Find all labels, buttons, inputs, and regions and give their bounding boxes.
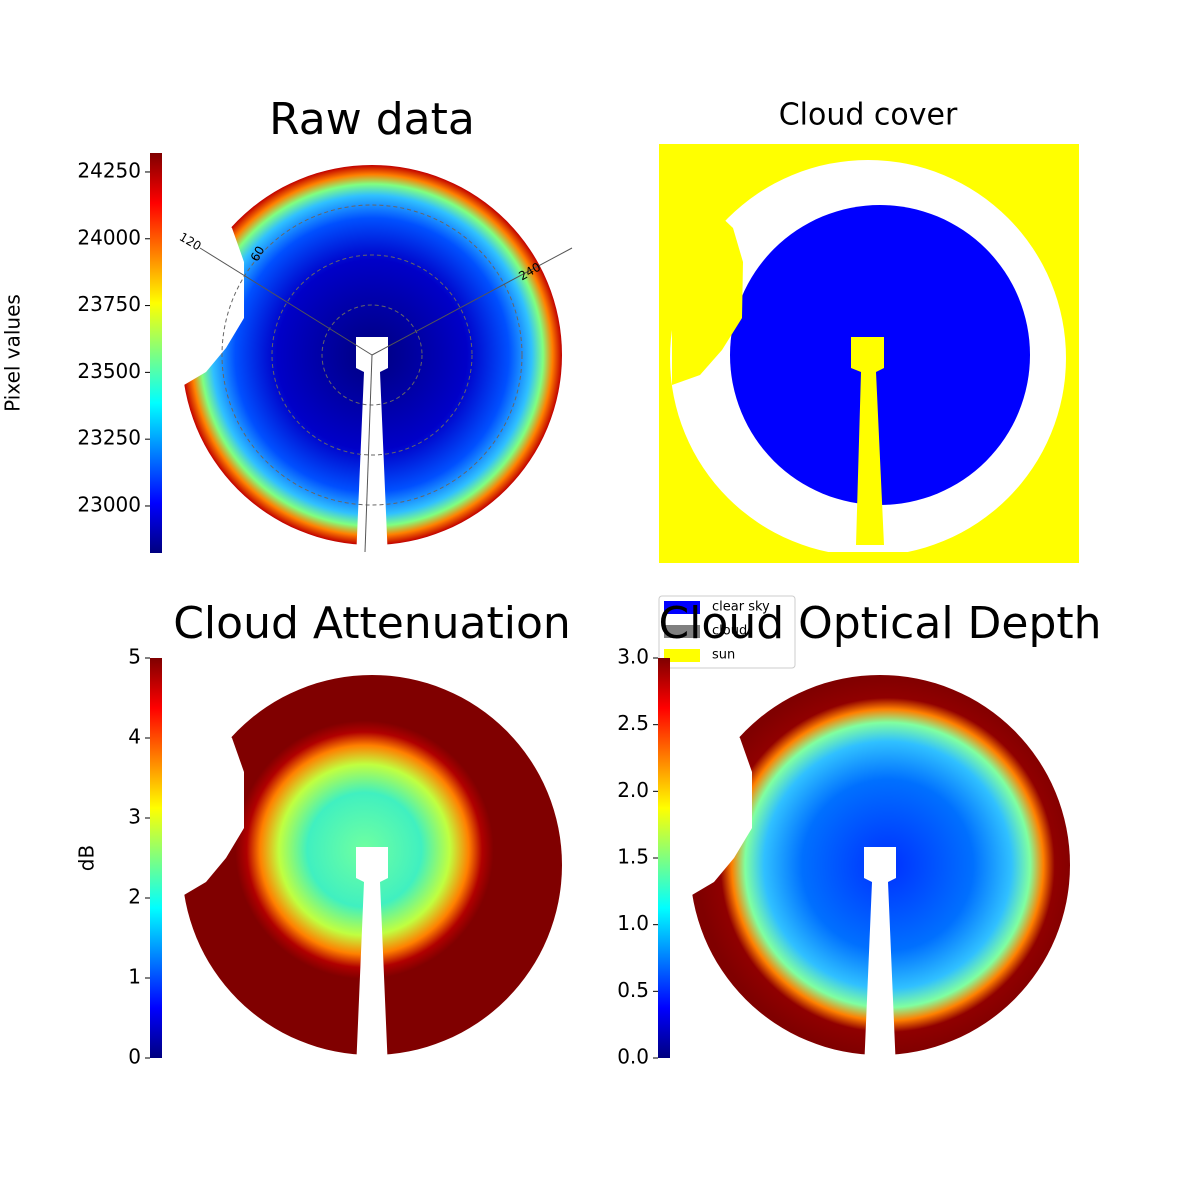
attenuation-image bbox=[170, 670, 570, 1075]
colorbar-tick-label: 0 bbox=[128, 1045, 141, 1069]
optical-depth-image bbox=[678, 670, 1078, 1075]
colorbar-tick-label: 1.5 bbox=[617, 845, 649, 869]
panel-title: Cloud Optical Depth bbox=[658, 598, 1101, 649]
colorbar-tick-label: 23500 bbox=[77, 359, 141, 383]
colorbar-tick-label: 2.5 bbox=[617, 711, 649, 735]
colorbar-tick-label: 4 bbox=[128, 725, 141, 749]
colorbar-tick-label: 1.0 bbox=[617, 911, 649, 935]
colorbar-tick-label: 5 bbox=[128, 645, 141, 669]
legend-label: cloud bbox=[712, 624, 747, 639]
colorbar-tick-label: 23250 bbox=[77, 426, 141, 450]
colorbar-label: dB bbox=[75, 845, 99, 871]
panel-title: Raw data bbox=[269, 94, 475, 145]
colorbar-tick-label: 24000 bbox=[77, 225, 141, 249]
raw-image bbox=[170, 160, 573, 565]
colorbar-tick-label: 23000 bbox=[77, 492, 141, 516]
colorbar bbox=[658, 658, 670, 1058]
panel-title: Cloud Attenuation bbox=[173, 598, 571, 649]
colorbar-tick-label: 1 bbox=[128, 965, 141, 989]
colorbar-tick-label: 24250 bbox=[77, 158, 141, 182]
legend-label: clear sky bbox=[712, 600, 770, 615]
polar-label: 60 bbox=[248, 244, 268, 264]
legend-swatch bbox=[664, 601, 700, 614]
colorbar-tick-label: 3 bbox=[128, 805, 141, 829]
legend-label: sun bbox=[712, 648, 735, 663]
legend-swatch bbox=[664, 625, 700, 638]
colorbar-tick-label: 2.0 bbox=[617, 778, 649, 802]
colorbar bbox=[150, 153, 162, 553]
colorbar bbox=[150, 658, 162, 1058]
colorbar-tick-label: 23750 bbox=[77, 292, 141, 316]
cloud-cover-image bbox=[659, 144, 1079, 563]
legend-swatch bbox=[664, 649, 700, 662]
colorbar-tick-label: 2 bbox=[128, 885, 141, 909]
panel-title: Cloud cover bbox=[779, 98, 958, 133]
colorbar-tick-label: 3.0 bbox=[617, 645, 649, 669]
colorbar-tick-label: 0.5 bbox=[617, 978, 649, 1002]
colorbar-tick-label: 0.0 bbox=[617, 1045, 649, 1069]
colorbar-label: Pixel values bbox=[1, 294, 25, 412]
